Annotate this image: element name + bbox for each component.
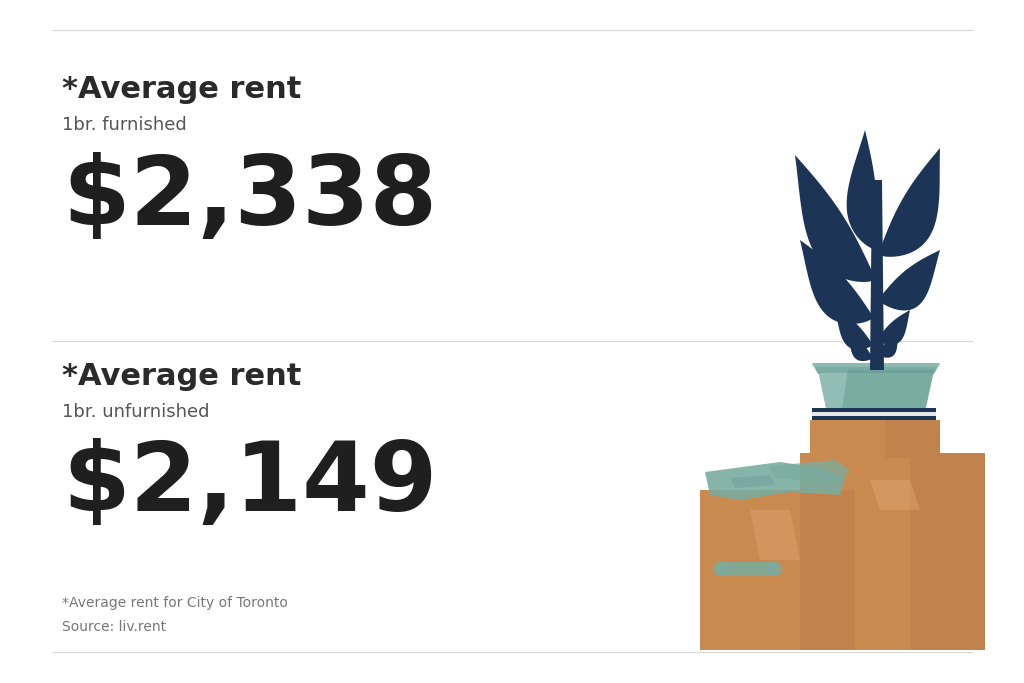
Polygon shape bbox=[870, 180, 884, 370]
Text: $2,338: $2,338 bbox=[62, 152, 437, 245]
Polygon shape bbox=[800, 240, 874, 324]
Polygon shape bbox=[812, 412, 936, 416]
Polygon shape bbox=[800, 490, 855, 650]
Polygon shape bbox=[910, 453, 985, 650]
Text: 1br. furnished: 1br. furnished bbox=[62, 116, 186, 134]
Polygon shape bbox=[877, 310, 910, 345]
Polygon shape bbox=[812, 363, 940, 374]
Polygon shape bbox=[812, 363, 940, 367]
Polygon shape bbox=[818, 370, 848, 408]
Circle shape bbox=[768, 562, 782, 576]
Text: Source: liv.rent: Source: liv.rent bbox=[62, 620, 166, 634]
Polygon shape bbox=[812, 408, 936, 420]
Polygon shape bbox=[730, 475, 775, 488]
Polygon shape bbox=[878, 148, 940, 257]
Polygon shape bbox=[847, 130, 878, 250]
Text: $2,149: $2,149 bbox=[62, 438, 437, 531]
Polygon shape bbox=[885, 420, 940, 458]
Text: *Average rent for City of Toronto: *Average rent for City of Toronto bbox=[62, 596, 288, 610]
Polygon shape bbox=[818, 370, 934, 373]
Polygon shape bbox=[705, 462, 845, 500]
Circle shape bbox=[713, 562, 727, 576]
Polygon shape bbox=[878, 332, 898, 358]
Polygon shape bbox=[878, 250, 940, 311]
Polygon shape bbox=[818, 370, 934, 408]
Polygon shape bbox=[835, 308, 873, 350]
Polygon shape bbox=[870, 480, 920, 510]
Text: *Average rent: *Average rent bbox=[62, 362, 301, 391]
Polygon shape bbox=[848, 332, 873, 361]
Polygon shape bbox=[720, 562, 775, 576]
Polygon shape bbox=[750, 510, 800, 560]
Text: 1br. unfurnished: 1br. unfurnished bbox=[62, 403, 210, 421]
Polygon shape bbox=[800, 453, 985, 650]
Polygon shape bbox=[810, 420, 940, 458]
Polygon shape bbox=[700, 490, 855, 650]
Text: *Average rent: *Average rent bbox=[62, 75, 301, 104]
Polygon shape bbox=[770, 460, 850, 482]
Polygon shape bbox=[795, 155, 876, 282]
